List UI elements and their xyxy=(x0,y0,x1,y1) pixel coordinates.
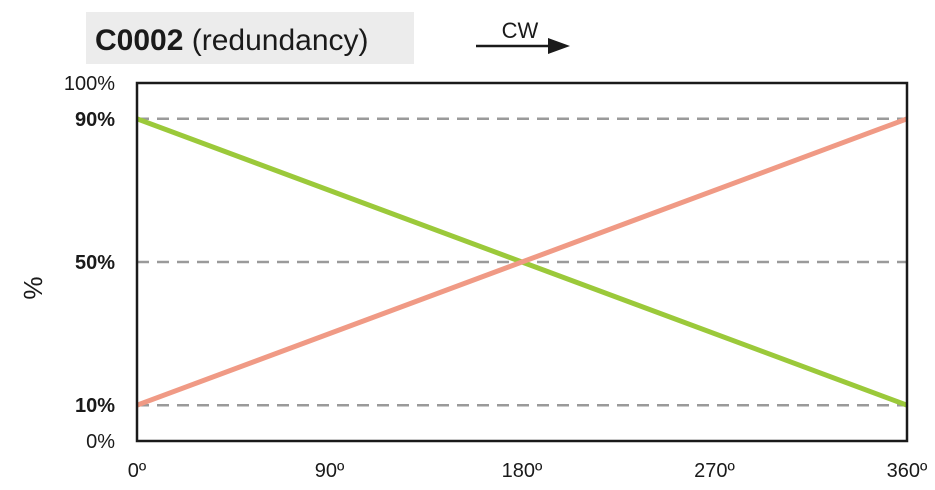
x-tick-label-0: 0º xyxy=(128,460,147,482)
y-tick-label-50: 50% xyxy=(75,252,115,274)
y-tick-label-100: 100% xyxy=(64,73,115,95)
title-rest: (redundancy) xyxy=(183,24,368,57)
y-tick-label-90: 90% xyxy=(75,109,115,131)
y-tick-labels: 100% 90% 50% 10% 0% xyxy=(64,73,115,453)
title-code: C0002 xyxy=(95,24,183,57)
x-tick-label-180: 180º xyxy=(502,460,543,482)
y-tick-label-0: 0% xyxy=(86,431,115,453)
chart-title: C0002 (redundancy) xyxy=(86,12,414,64)
title-text: C0002 (redundancy) xyxy=(95,24,369,57)
title-background xyxy=(86,12,414,64)
x-tick-labels: 0º 90º 180º 270º 360º xyxy=(128,460,928,482)
series-line-2 xyxy=(136,116,908,408)
direction-indicator: CW xyxy=(476,18,570,54)
direction-arrow-head-icon xyxy=(548,38,570,54)
x-tick-label-270: 270º xyxy=(694,460,735,482)
y-axis-label: % xyxy=(18,276,48,299)
y-tick-label-10: 10% xyxy=(75,395,115,417)
series-lines xyxy=(136,116,908,408)
plot-frame xyxy=(135,81,909,443)
x-tick-label-90: 90º xyxy=(315,460,345,482)
direction-label: CW xyxy=(502,18,539,43)
x-tick-label-360: 360º xyxy=(887,460,928,482)
